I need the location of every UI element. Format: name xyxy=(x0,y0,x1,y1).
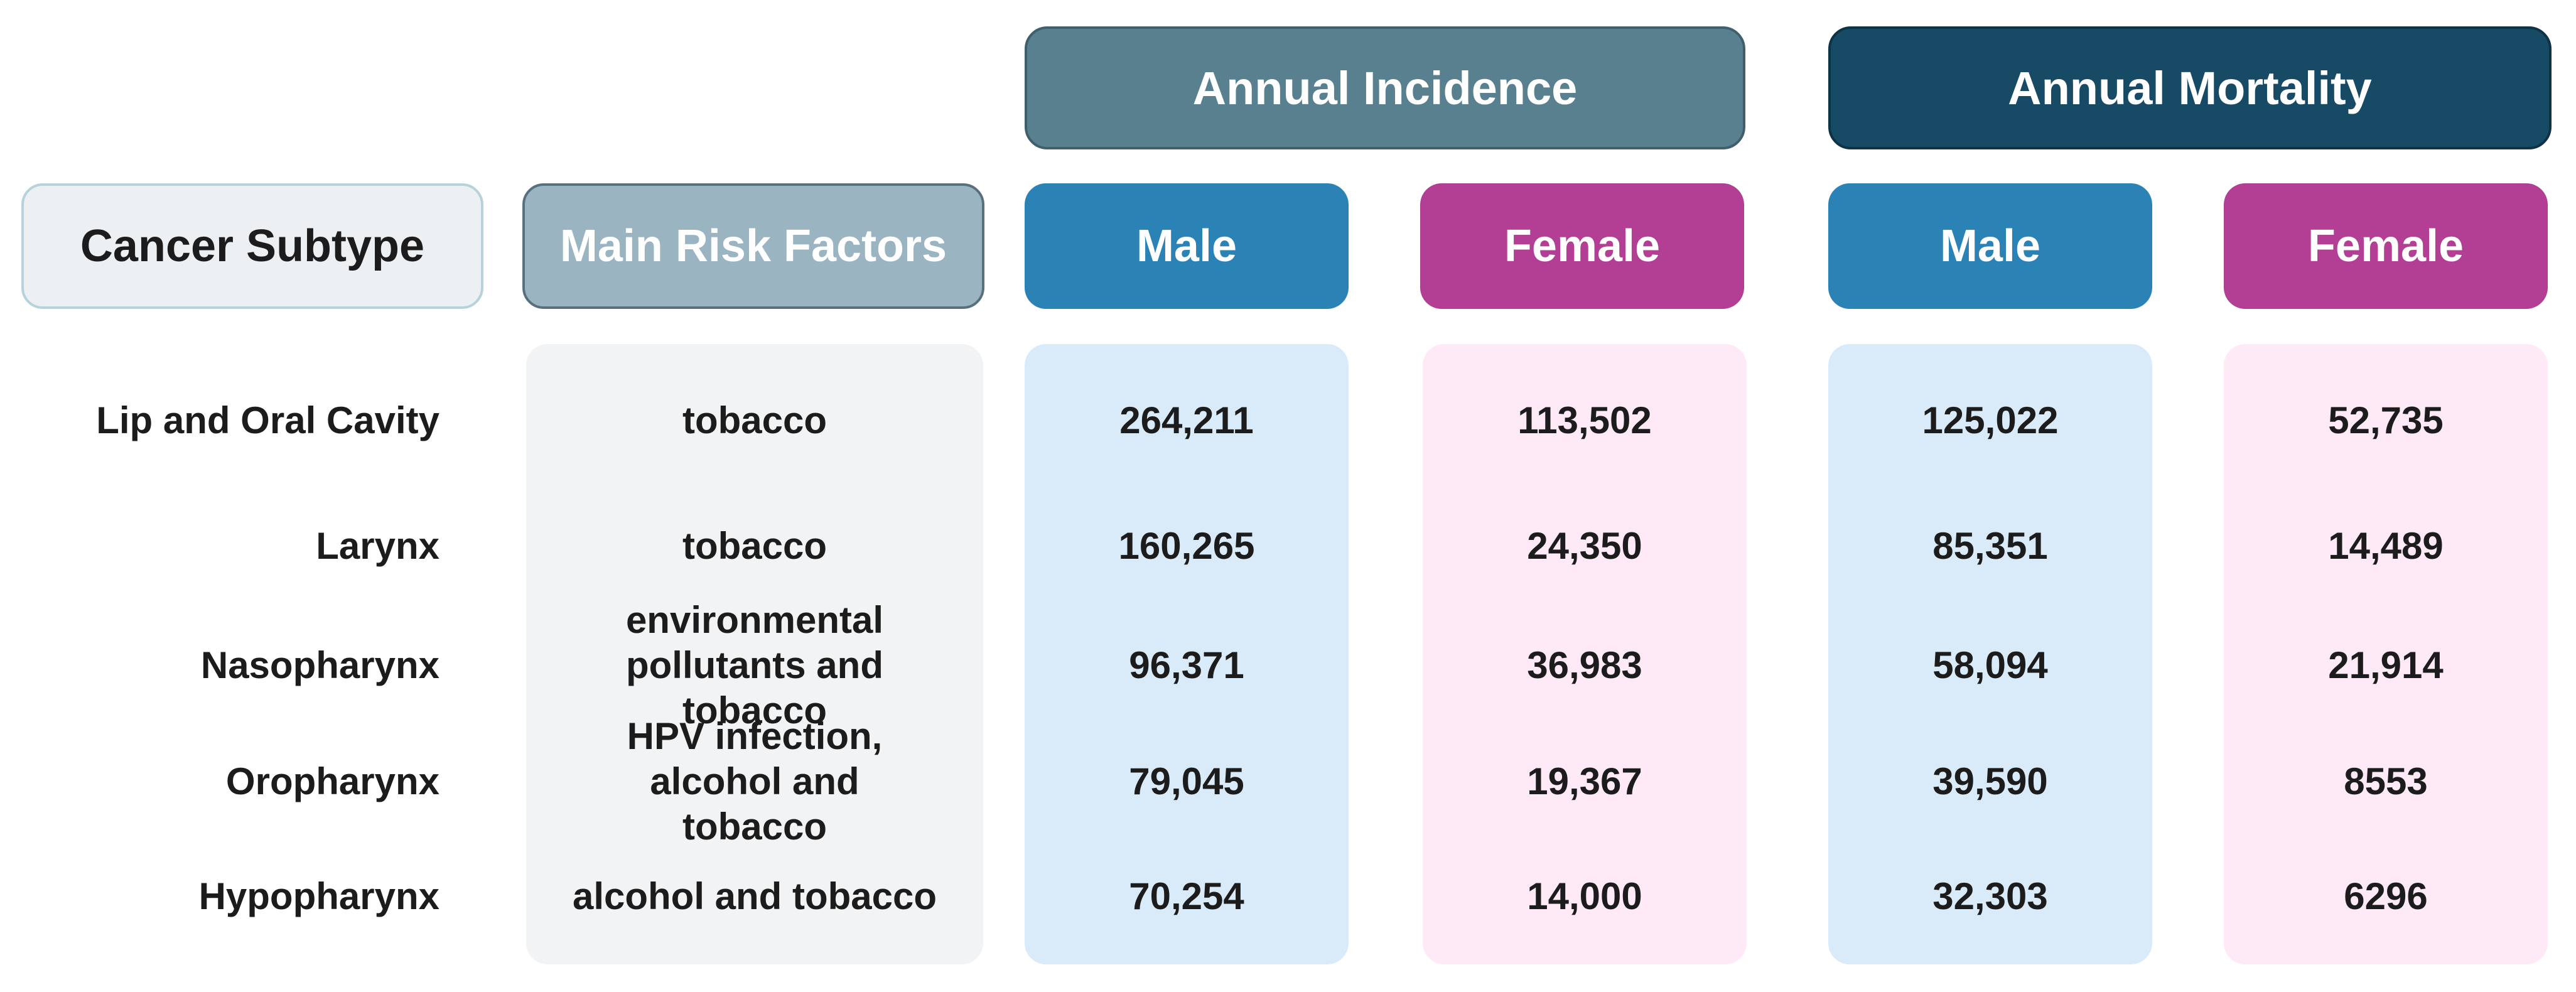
row-incidence-female: 24,350 xyxy=(1527,525,1642,567)
row-mortality-female: 8553 xyxy=(2344,760,2428,802)
annual-mortality-header: Annual Mortality xyxy=(1828,26,2552,149)
row-risk-factor: alcohol and tobacco xyxy=(572,875,937,917)
mortality-female-column-panel xyxy=(2224,344,2548,964)
row-mortality-male: 125,022 xyxy=(1922,399,2059,441)
row-mortality-male: 32,303 xyxy=(1932,875,2048,917)
row-incidence-female: 36,983 xyxy=(1527,644,1642,686)
row-incidence-male: 96,371 xyxy=(1129,644,1244,686)
row-mortality-male: 58,094 xyxy=(1932,644,2048,686)
annual-incidence-header: Annual Incidence xyxy=(1025,26,1745,149)
incidence-female-column-panel xyxy=(1423,344,1747,964)
row-mortality-female: 21,914 xyxy=(2328,644,2444,686)
row-incidence-female: 14,000 xyxy=(1527,875,1642,917)
row-subtype: Larynx xyxy=(316,525,439,567)
mortality-male-column-panel xyxy=(1828,344,2152,964)
mortality-female-header: Female xyxy=(2224,183,2548,309)
row-incidence-male: 70,254 xyxy=(1129,875,1244,917)
incidence-male-header: Male xyxy=(1025,183,1349,309)
row-subtype: Lip and Oral Cavity xyxy=(96,399,439,441)
row-mortality-male: 39,590 xyxy=(1932,760,2048,802)
row-incidence-male: 79,045 xyxy=(1129,760,1244,802)
row-risk-factor: tobacco xyxy=(682,525,827,567)
row-mortality-female: 52,735 xyxy=(2328,399,2444,441)
mortality-male-header: Male xyxy=(1828,183,2152,309)
row-mortality-male: 85,351 xyxy=(1932,525,2048,567)
row-risk-factor: HPV infection, alcohol and tobacco xyxy=(627,715,883,848)
main-risk-factors-header: Main Risk Factors xyxy=(522,183,984,309)
row-incidence-female: 113,502 xyxy=(1517,399,1652,441)
row-incidence-female: 19,367 xyxy=(1527,760,1642,802)
row-incidence-male: 264,211 xyxy=(1119,399,1254,441)
incidence-male-column-panel xyxy=(1025,344,1349,964)
row-risk-factor: environmental pollutants and tobacco xyxy=(625,599,884,731)
risk-factors-column-panel xyxy=(526,344,983,964)
incidence-female-header: Female xyxy=(1420,183,1744,309)
row-mortality-female: 6296 xyxy=(2344,875,2428,917)
cancer-subtype-header: Cancer Subtype xyxy=(21,183,483,309)
row-subtype: Nasopharynx xyxy=(200,644,439,686)
row-mortality-female: 14,489 xyxy=(2328,525,2444,567)
row-subtype: Hypopharynx xyxy=(198,875,439,917)
row-incidence-male: 160,265 xyxy=(1118,525,1255,567)
row-risk-factor: tobacco xyxy=(682,399,827,441)
row-subtype: Oropharynx xyxy=(225,760,439,802)
